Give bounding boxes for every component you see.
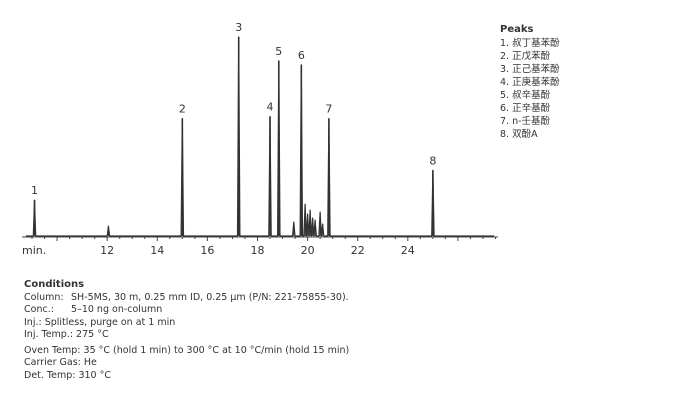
condition-carrier-gas: Carrier Gas: He — [24, 357, 97, 368]
peak-label-6: 6 — [298, 49, 305, 62]
peaks-legend: Peaks 1. 叔丁基苯酚 2. 正戊苯酚 3. 正己基苯酚 4. 正庚基苯酚… — [500, 23, 560, 141]
peak-label-2: 2 — [179, 103, 186, 116]
condition-conc: Conc.: 5–10 ng on-column — [24, 304, 349, 317]
peak-label-1: 1 — [31, 184, 38, 197]
x-tick-label: 24 — [401, 244, 415, 257]
condition-det-temp: Det. Temp: 310 °C — [24, 369, 111, 381]
x-tick-label: 22 — [351, 244, 365, 257]
condition-inj: Inj.: Splitless, purge on at 1 min — [24, 316, 176, 328]
legend-item-8: 8. 双酚A — [500, 129, 538, 140]
condition-conc-value: 5–10 ng on-column — [71, 304, 163, 315]
x-tick-label: 14 — [150, 244, 164, 257]
chromatogram-trace-group — [25, 36, 495, 237]
condition-column: Column: SH-5MS, 30 m, 0.25 mm ID, 0.25 µ… — [24, 292, 349, 305]
x-tick-label: 18 — [250, 244, 264, 257]
peak-label-5: 5 — [275, 45, 282, 58]
peak-label-8: 8 — [429, 154, 436, 167]
peak-label-4: 4 — [267, 101, 274, 114]
legend-item-2: 2. 正戊苯酚 — [500, 51, 551, 62]
condition-column-value: SH-5MS, 30 m, 0.25 mm ID, 0.25 µm (P/N: … — [71, 291, 349, 303]
x-axis-unit-label: min. — [22, 244, 46, 257]
condition-inj-temp: Inj. Temp.: 275 °C — [24, 329, 109, 340]
legend-item-6: 6. 正辛基酚 — [500, 103, 551, 114]
legend-item-5: 5. 叔辛基酚 — [500, 90, 551, 101]
legend-item-7: 7. n-壬基酚 — [500, 116, 551, 127]
chromatogram-trace — [25, 36, 495, 237]
legend-item-1: 1. 叔丁基苯酚 — [500, 38, 560, 49]
condition-conc-key: Conc.: — [24, 304, 54, 315]
legend-item-4: 4. 正庚基苯酚 — [500, 77, 560, 88]
x-tick-label: 12 — [100, 244, 114, 257]
x-tick-label: 20 — [301, 244, 315, 257]
x-axis: min. 12 14 16 18 20 22 24 — [22, 236, 498, 257]
legend-title: Peaks — [500, 24, 534, 35]
peak-label-7: 7 — [325, 103, 332, 116]
legend-item-3: 3. 正己基苯酚 — [500, 64, 560, 75]
condition-oven-temp: Oven Temp: 35 °C (hold 1 min) to 300 °C … — [24, 344, 350, 356]
peak-labels: 1 2 3 4 5 6 7 8 — [31, 21, 436, 197]
x-tick-label: 16 — [200, 244, 214, 257]
conditions-title: Conditions — [24, 279, 85, 290]
condition-column-key: Column: — [24, 291, 64, 303]
peak-label-3: 3 — [235, 21, 242, 34]
conditions-block: Conditions Column: SH-5MS, 30 m, 0.25 mm… — [24, 279, 349, 382]
